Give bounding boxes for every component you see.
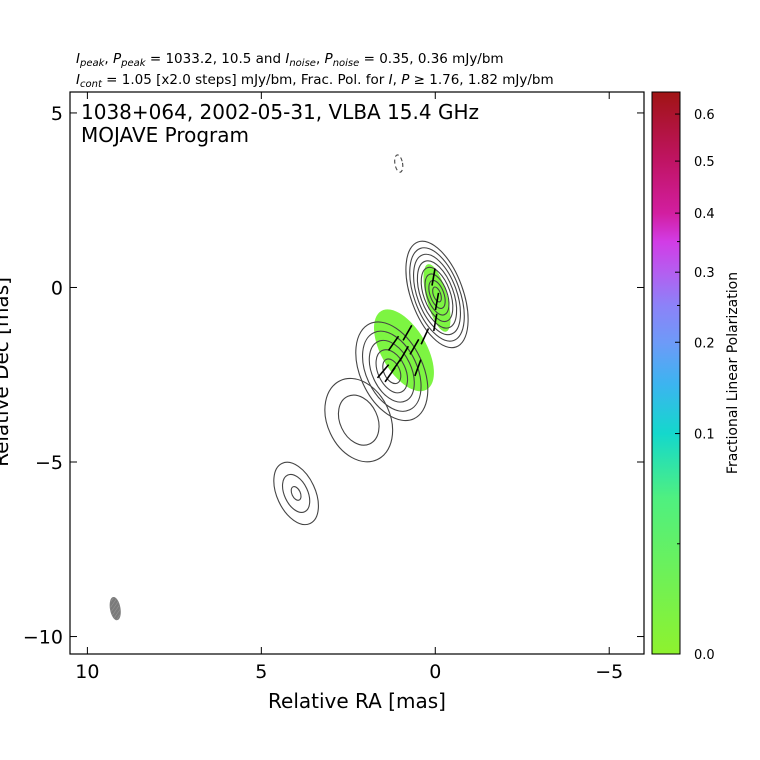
restoring-beam <box>109 597 121 621</box>
header-text-segment: P <box>113 51 122 67</box>
evpa-stick <box>432 313 438 332</box>
evpa-stick <box>414 359 422 377</box>
beam-ellipse <box>109 597 121 621</box>
header-text-segment: , <box>393 72 402 88</box>
contour-level <box>324 377 394 463</box>
contour-level <box>355 321 429 422</box>
x-tick-label: 0 <box>429 661 441 683</box>
header-text-segment: peak <box>120 58 147 69</box>
evpa-stick <box>420 328 430 345</box>
plot-frame <box>69 91 645 655</box>
contour-level <box>375 349 409 394</box>
plot-area <box>109 154 469 621</box>
header-text-segment: I <box>389 72 393 88</box>
colorbar-tick-label: 0.2 <box>694 336 715 351</box>
x-tick-label: −5 <box>595 661 623 683</box>
colorbar-tick-label: 0.0 <box>694 648 715 663</box>
header-text-segment: noise <box>333 58 360 69</box>
colorbar-tick-label: 0.3 <box>694 266 715 281</box>
header-text-segment: P <box>401 72 410 88</box>
evpa-stick <box>376 364 390 379</box>
x-tick-label: 5 <box>255 661 267 683</box>
y-tick-label: 5 <box>51 103 63 125</box>
contour-level <box>405 240 469 349</box>
x-tick-label: 10 <box>75 661 99 683</box>
contour-level <box>382 358 402 385</box>
header-text-segment: = 1.05 [x2.0 steps] mJy/bm, Frac. Pol. f… <box>102 72 389 88</box>
header-text-segment: noise <box>289 58 316 69</box>
contour-level <box>432 286 442 303</box>
contour-level <box>362 330 422 412</box>
axis-ticks: 10 5 0 −5 5 0 −5 −10 <box>23 92 644 683</box>
contour-level <box>428 279 446 310</box>
contour-level <box>420 266 454 323</box>
contour-level <box>409 247 465 342</box>
header-text-segment: = 0.35, 0.36 mJy/bm <box>359 51 503 67</box>
contour-level <box>290 486 302 501</box>
evpa-sticks <box>376 268 440 383</box>
chart-title-line-1: 1038+064, 2002-05-31, VLBA 15.4 GHz <box>81 100 479 124</box>
negative-contour <box>394 154 404 173</box>
evpa-stick <box>384 367 396 383</box>
chart-title-line-2: MOJAVE Program <box>81 123 249 147</box>
header-text-segment: peak <box>79 58 106 69</box>
colorbar-tick-label: 0.5 <box>694 155 715 170</box>
header-stats-line-2: Icont = 1.05 [x2.0 steps] mJy/bm, Frac. … <box>76 72 554 90</box>
header-text-segment: = 1033.2, 10.5 and <box>146 51 286 67</box>
contour-level <box>273 461 319 526</box>
evpa-stick <box>387 335 400 351</box>
header-text-segment: cont <box>80 79 103 90</box>
colorbar-ticks: 0.0 0.1 0.2 0.3 0.4 0.5 0.6 <box>675 108 715 663</box>
evpa-stick <box>431 268 436 286</box>
evpa-stick <box>434 292 440 311</box>
colorbar-tick-label: 0.6 <box>694 108 715 123</box>
colorbar-label: Fractional Linear Polarization <box>725 272 741 474</box>
y-tick-label: −10 <box>23 627 63 649</box>
header-text-segment: , <box>316 51 325 67</box>
contour-level <box>368 339 415 403</box>
colorbar: 0.0 0.1 0.2 0.3 0.4 0.5 0.6 Fractional Linear … <box>651 91 741 663</box>
header-text-segment: I <box>76 72 80 88</box>
evpa-stick <box>402 324 413 341</box>
contour-level <box>337 394 380 446</box>
evpa-stick <box>409 338 420 355</box>
contour-level <box>424 273 450 316</box>
y-axis-label: Relative Dec [mas] <box>0 277 13 467</box>
x-axis-label: Relative RA [mas] <box>268 689 446 713</box>
header-text-segment: I <box>76 51 80 67</box>
contour-level <box>413 253 462 336</box>
y-tick-label: −5 <box>35 452 63 474</box>
contour-level <box>416 260 458 329</box>
header-text-segment: ≥ 1.76, 1.82 mJy/bm <box>409 72 553 88</box>
contour-level <box>281 473 311 513</box>
colorbar-tick-label: 0.1 <box>694 428 715 443</box>
header-stats-line-1: Ipeak, Ppeak = 1033.2, 10.5 and Inoise, … <box>76 51 504 69</box>
total-intensity-contours <box>273 240 469 526</box>
header-text-segment: P <box>325 51 334 67</box>
negative-contours <box>394 154 404 173</box>
header-text-segment: , <box>104 51 113 67</box>
colorbar-gradient <box>651 91 681 655</box>
y-tick-label: 0 <box>51 277 63 299</box>
header-text-segment: I <box>285 51 289 67</box>
colorbar-tick-label: 0.4 <box>694 207 715 222</box>
